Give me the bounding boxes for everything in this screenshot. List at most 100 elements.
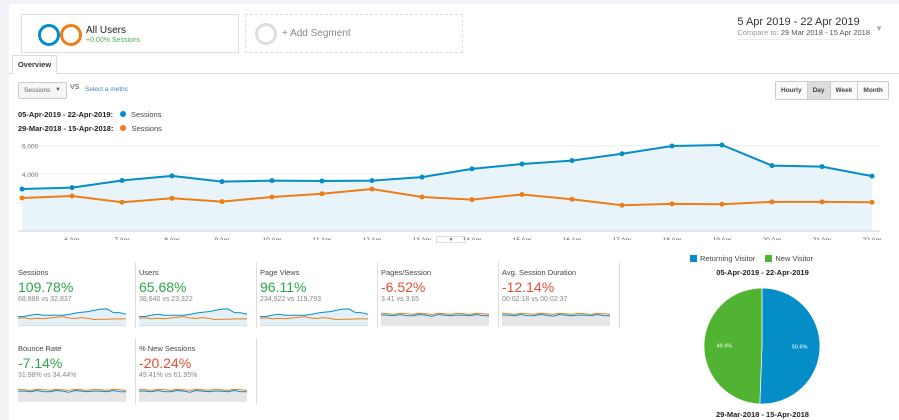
series-area	[22, 144, 872, 231]
data-point	[69, 193, 75, 199]
sparkline-compare-line	[139, 388, 247, 391]
y-tick-label: 4,000	[22, 172, 39, 179]
empty-segment-icon	[255, 23, 277, 45]
sparkline	[381, 312, 489, 326]
granularity-hourly[interactable]: Hourly	[776, 82, 808, 99]
scorecard-new-sessions[interactable]: % New Sessions -20.24% 49.41% vs 61.95%	[139, 338, 257, 404]
chevron-down-icon: ▼	[55, 87, 61, 93]
scorecard-percent: 109.78%	[18, 279, 74, 295]
series-line-0	[21, 143, 873, 191]
compare-range: 29 Mar 2018 - 15 Apr 2018	[780, 28, 870, 37]
scorecard-compare: 31.98% vs 34.44%	[18, 372, 77, 379]
chart-resize-handle[interactable]: ▼	[436, 236, 466, 243]
scorecard-avg-session-duration[interactable]: Avg. Session Duration -12.14% 00:02:18 v…	[502, 262, 620, 328]
segment-circle-icon	[60, 24, 82, 46]
sparkline-line	[139, 308, 247, 318]
add-segment-button[interactable]: + Add Segment	[245, 14, 463, 53]
sparkline-line	[260, 308, 368, 318]
y-tick-label: 6,000	[22, 144, 39, 151]
data-point	[569, 158, 575, 164]
x-tick-label: 9 Apr	[214, 237, 230, 240]
sparkline-compare-line	[18, 316, 126, 321]
sparkline-base	[18, 325, 126, 326]
scorecard-name: Avg. Session Duration	[502, 268, 577, 277]
legend-new[interactable]: New Visitor	[765, 254, 813, 263]
data-point	[269, 178, 275, 184]
sparkline-area	[502, 314, 610, 326]
visitor-pie-chart: 50.6% 49.4%	[703, 287, 821, 405]
data-point	[769, 199, 775, 205]
compare-label: Compare to:	[737, 28, 779, 37]
legend-returning[interactable]: Returning Visitor	[690, 254, 755, 263]
legend-metric: Sessions	[131, 124, 162, 133]
sparkline-area	[381, 314, 489, 326]
scorecard-compare: 38,640 vs 23,322	[139, 296, 193, 303]
legend-row: 05-Apr-2019 - 22-Apr-2019: Sessions	[18, 110, 161, 119]
data-point	[19, 195, 25, 201]
scorecard-sessions[interactable]: Sessions 109.78% 68,886 vs 32,837	[18, 262, 136, 328]
x-tick-label: 7 Apr	[114, 237, 130, 240]
sparkline-area	[18, 390, 126, 402]
granularity-day[interactable]: Day	[807, 82, 831, 99]
scorecard-name: Sessions	[18, 268, 49, 277]
segment-label: All Users	[86, 25, 127, 36]
select-metric-link[interactable]: Select a metric	[85, 86, 128, 93]
sparkline-line	[139, 389, 247, 393]
scorecard-percent: 65.68%	[139, 279, 187, 295]
legend-metric: Sessions	[131, 110, 162, 119]
data-point	[869, 199, 875, 205]
x-tick-label: 15 Apr	[513, 237, 533, 240]
scorecard-page-views[interactable]: Page Views 96.11% 234,922 vs 119,793	[260, 262, 378, 328]
x-tick-label: 13 Apr	[413, 237, 433, 240]
x-tick-label: 6 Apr	[64, 237, 80, 240]
data-point	[619, 151, 625, 157]
legend-row: 29-Mar-2018 - 15-Apr-2018: Sessions	[18, 124, 162, 133]
data-point	[569, 196, 575, 202]
data-point	[769, 163, 775, 169]
scorecard-compare: 49.41% vs 61.95%	[139, 372, 198, 379]
sparkline-compare-line	[260, 316, 368, 321]
scorecard-bounce-rate[interactable]: Bounce Rate -7.14% 31.98% vs 34.44%	[18, 338, 136, 404]
pie-slice-0	[759, 287, 821, 405]
sparkline-area	[18, 308, 126, 326]
data-point	[369, 186, 375, 192]
segment-sub: +0.00% Sessions	[86, 37, 141, 44]
date-range-picker[interactable]: 5 Apr 2019 - 22 Apr 2019 Compare to: 29 …	[737, 16, 870, 40]
segment-all-users[interactable]: All Users +0.00% Sessions	[21, 14, 239, 53]
data-point	[319, 191, 325, 197]
scorecard-percent: -7.14%	[18, 355, 63, 371]
segment-circle-icon	[38, 24, 60, 46]
data-point	[219, 179, 225, 185]
metric-select[interactable]: Sessions ▼	[18, 82, 67, 99]
data-point	[469, 166, 475, 172]
x-tick-label: 16 Apr	[563, 237, 583, 240]
scorecard-percent: -6.52%	[381, 279, 426, 295]
x-tick-label: 11 Apr	[313, 237, 332, 240]
data-point	[169, 173, 175, 179]
x-tick-label: 17 Apr	[613, 237, 633, 240]
x-tick-label: 14 Apr	[463, 237, 483, 240]
sparkline-area	[139, 308, 247, 326]
scorecard-name: Bounce Rate	[18, 344, 62, 353]
sparkline-compare-line	[18, 388, 126, 391]
scorecard-pages-session[interactable]: Pages/Session -6.52% 3.41 vs 3.65	[381, 262, 499, 328]
granularity-month[interactable]: Month	[858, 82, 888, 99]
sparkline-line	[18, 389, 126, 393]
data-point	[119, 178, 125, 184]
scorecard-name: Users	[139, 268, 159, 277]
pie-title: 05-Apr-2019 - 22-Apr-2019	[716, 268, 809, 277]
pie-slice-label: 50.6%	[792, 345, 808, 351]
tab-overview[interactable]: Overview	[12, 55, 57, 74]
segment-bar: All Users +0.00% Sessions + Add Segment …	[9, 0, 899, 70]
sparkline-compare-line	[139, 316, 247, 321]
data-point	[219, 199, 225, 205]
granularity-week[interactable]: Week	[830, 82, 859, 99]
scorecard-users[interactable]: Users 65.68% 38,640 vs 23,322	[139, 262, 257, 328]
legend-dot-icon	[120, 125, 127, 131]
x-tick-label: 12 Apr	[363, 237, 383, 240]
sparkline-area	[139, 390, 247, 402]
add-segment-label: + Add Segment	[282, 28, 351, 39]
chevron-down-icon[interactable]: ▼	[875, 24, 883, 33]
legend-swatch-icon	[690, 255, 697, 262]
sparkline	[18, 388, 126, 402]
